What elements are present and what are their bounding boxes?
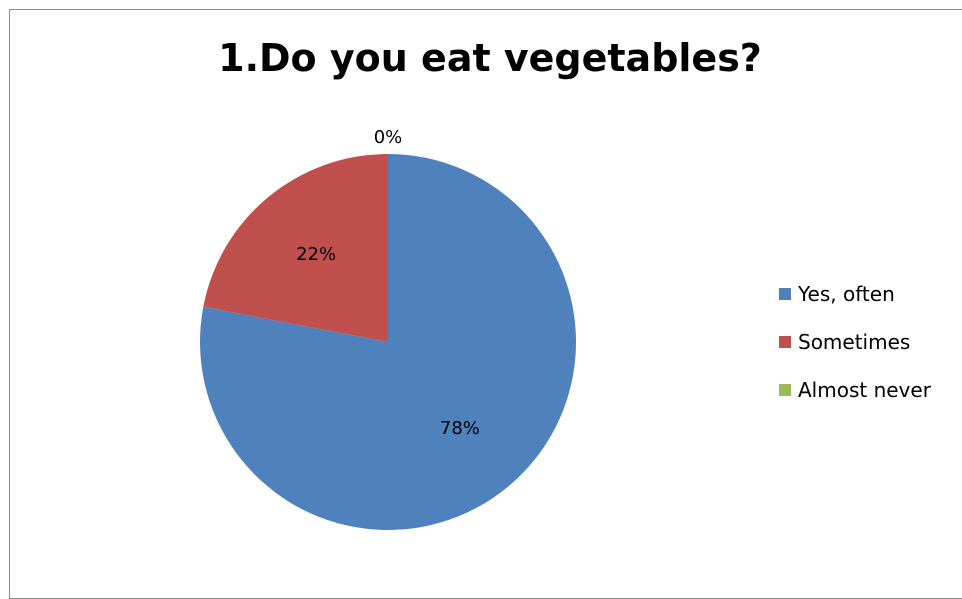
legend-item-yes-often: Yes, often bbox=[779, 281, 931, 307]
pie-slice-sometimes bbox=[203, 154, 388, 342]
chart-title: 1.Do you eat vegetables? bbox=[218, 36, 762, 80]
legend-item-almost-never: Almost never bbox=[779, 377, 931, 403]
data-label-yes-often: 78% bbox=[440, 418, 480, 439]
data-label-almost-never: 0% bbox=[374, 127, 403, 148]
legend-item-sometimes: Sometimes bbox=[779, 329, 931, 355]
legend-label-yes-often: Yes, often bbox=[798, 282, 895, 306]
legend-swatch-almost-never bbox=[779, 384, 791, 396]
pie-data-labels: 78% 22% 0% bbox=[296, 127, 480, 439]
legend-swatch-yes-often bbox=[779, 288, 791, 300]
data-label-sometimes: 22% bbox=[296, 244, 336, 265]
pie-slices bbox=[199, 154, 576, 530]
pie-chart: 78% 22% 0% bbox=[199, 127, 576, 530]
legend: Yes, often Sometimes Almost never bbox=[779, 281, 931, 425]
legend-label-sometimes: Sometimes bbox=[798, 330, 911, 354]
legend-label-almost-never: Almost never bbox=[798, 378, 931, 402]
legend-swatch-sometimes bbox=[779, 336, 791, 348]
